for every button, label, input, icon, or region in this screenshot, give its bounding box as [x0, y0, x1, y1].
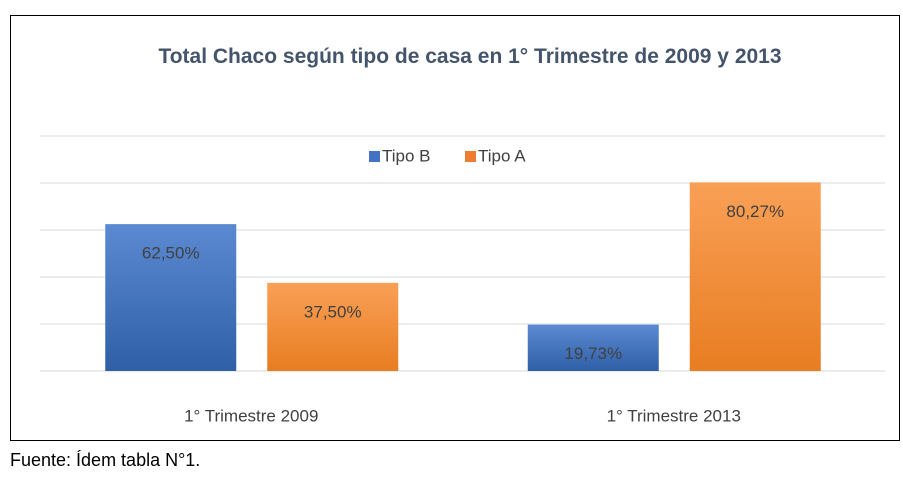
legend-swatch: [369, 151, 380, 162]
x-tick-label: 1° Trimestre 2013: [607, 406, 741, 425]
data-label: 37,50%: [304, 302, 362, 321]
chart-border: [10, 15, 900, 441]
data-label: 62,50%: [142, 244, 200, 263]
footnote: Fuente: Ídem tabla N°1.: [10, 450, 201, 470]
x-tick-label: 1° Trimestre 2009: [184, 406, 318, 425]
bar: [527, 324, 659, 371]
legend-label: Tipo B: [382, 146, 431, 165]
chart-title: Total Chaco según tipo de casa en 1° Tri…: [158, 45, 782, 68]
bar: [267, 282, 399, 371]
data-label: 80,27%: [726, 202, 784, 221]
data-label: 19,73%: [564, 344, 622, 363]
bar: [689, 182, 821, 371]
bar: [105, 224, 237, 371]
legend-label: Tipo A: [478, 146, 526, 165]
legend-swatch: [465, 151, 476, 162]
